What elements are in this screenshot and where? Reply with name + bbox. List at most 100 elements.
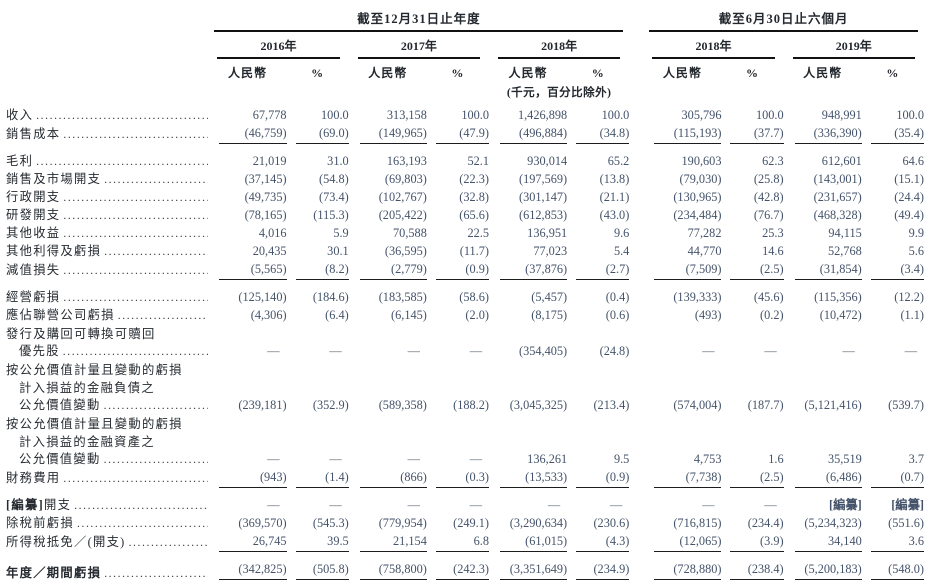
cell-amount: 4,016 <box>258 226 287 240</box>
cell-amount: 4,753 <box>693 452 722 466</box>
cell-amount: (2,779) <box>349 261 427 280</box>
cell-amount: 94,115 <box>828 226 862 240</box>
cell-amount <box>208 361 286 379</box>
dot-leader <box>104 565 208 580</box>
row-label: 銷售成本 <box>6 125 208 144</box>
table-row: 年度／期間虧損(342,825)(505.8)(758,800)(242.3)(… <box>6 552 924 580</box>
cell-amount: — <box>842 344 855 358</box>
cell-percent: (3.4) <box>862 261 924 280</box>
cell-amount: (716,815) <box>673 516 722 530</box>
cell-percent <box>567 379 629 397</box>
cell-amount <box>784 361 862 379</box>
period-interim: 截至6月30日止六個月 <box>643 8 924 32</box>
cell-percent: (0.9) <box>427 261 489 280</box>
period-interim-label: 截至6月30日止六個月 <box>649 8 918 32</box>
cell-percent: (187.7) <box>747 398 784 412</box>
row-label: 財務費用 <box>6 469 208 488</box>
cell-percent: (184.6) <box>312 290 349 304</box>
unit-rmb-header: 人民幣 <box>803 66 843 80</box>
unit-header-row: 人民幣 % 人民幣 % 人民幣 % 人民幣 % 人民幣 % <box>6 59 924 83</box>
cell-percent: (22.3) <box>459 172 489 186</box>
column-spacer <box>629 225 643 243</box>
cell-amount: (336,390) <box>784 125 862 144</box>
row-label: 按公允價值計量且變動的虧損 <box>6 361 208 379</box>
cell-percent: — <box>329 344 342 358</box>
cell-percent: (188.2) <box>453 398 489 412</box>
cell-percent <box>862 379 924 397</box>
table-row: 按公允價值計量且變動的虧損 <box>6 415 924 433</box>
cell-percent: 52.1 <box>467 154 489 168</box>
dot-leader <box>104 243 208 261</box>
currency-note-row: (千元，百分比除外) <box>6 83 924 107</box>
cell-percent: (505.8) <box>287 552 349 580</box>
row-label: 毛利 <box>6 144 208 171</box>
table-row: 應佔聯營公司虧損 (4,306) (6.4) (6,145) (2.0) (8,175) (… <box>6 307 924 325</box>
cell-amount: (8,175) <box>531 308 568 322</box>
cell-percent: (2.0) <box>465 308 489 322</box>
cell-amount <box>784 415 862 433</box>
cell-amount: (183,585) <box>378 290 427 304</box>
cell-amount <box>349 325 427 343</box>
unit-rmb-header: 人民幣 <box>662 66 702 80</box>
cell-amount: 77,282 <box>687 226 722 240</box>
cell-percent <box>721 433 783 451</box>
cell-amount: [編纂] <box>828 498 862 512</box>
column-spacer <box>629 379 643 397</box>
cell-amount: (5,457) <box>531 290 568 304</box>
cell-amount: (589,358) <box>378 398 427 412</box>
table-row: 發行及購回可轉換可贖回 <box>6 325 924 343</box>
cell-amount <box>643 361 721 379</box>
column-spacer <box>629 415 643 433</box>
column-spacer <box>629 515 643 533</box>
unit-pct-header: % <box>311 66 325 80</box>
unit-pct-header: % <box>591 66 605 80</box>
cell-amount: (5,121,416) <box>804 398 862 412</box>
column-spacer <box>629 125 643 144</box>
cell-percent: (37.7) <box>721 125 784 144</box>
column-spacer <box>629 243 643 261</box>
cell-amount: — <box>267 452 280 466</box>
cell-amount <box>489 361 567 379</box>
column-spacer <box>629 397 643 415</box>
dot-leader <box>63 207 208 225</box>
cell-percent: (551.6) <box>888 516 924 530</box>
cell-amount: (115,193) <box>643 125 722 144</box>
row-label-text: 其他收益 <box>6 226 61 240</box>
note-spacer <box>208 83 489 107</box>
period-annual: 截至12月31日止年度 <box>208 8 629 32</box>
column-spacer <box>629 488 643 515</box>
dot-leader <box>104 451 209 469</box>
row-label: 按公允價值計量且變動的虧損 <box>6 415 208 433</box>
dot-leader <box>63 470 208 488</box>
cell-percent <box>427 361 489 379</box>
cell-amount <box>349 379 427 397</box>
cell-percent: (234.9) <box>567 552 630 580</box>
cell-percent <box>287 415 349 433</box>
cell-percent: (49.4) <box>894 208 924 222</box>
cell-amount: (5,565) <box>208 261 287 280</box>
cell-percent: 9.5 <box>613 452 630 466</box>
cell-amount: (239,181) <box>238 398 287 412</box>
cell-percent <box>721 325 783 343</box>
unit-pct-header: % <box>451 66 465 80</box>
year-group-2017: 2017年 <box>349 32 489 59</box>
currency-note: (千元，百分比除外) <box>506 87 612 99</box>
table-row: 其他利得及虧損 20,435 30.1 (36,595) (11.7) 77,023 5.4… <box>6 243 924 261</box>
cell-percent: (15.1) <box>894 172 924 186</box>
cell-percent: 25.3 <box>762 226 784 240</box>
row-label-text: 應佔聯營公司虧損 <box>6 308 115 322</box>
cell-percent: 5.6 <box>908 244 924 258</box>
cell-percent: — <box>904 344 917 358</box>
unit-rmb-header: 人民幣 <box>508 66 548 80</box>
cell-percent <box>287 325 349 343</box>
cell-amount <box>208 325 286 343</box>
cell-percent: 39.5 <box>287 533 349 552</box>
cell-percent: 62.3 <box>762 154 784 168</box>
cell-amount: 1,426,898 <box>517 108 568 122</box>
row-label-text: 所得稅抵免／(開支) <box>6 535 126 549</box>
row-label: 減值損失 <box>6 261 208 280</box>
row-label: 其他收益 <box>6 225 208 243</box>
row-label: 經營虧損 <box>6 280 208 307</box>
cell-percent: 100.0 <box>755 108 784 122</box>
cell-amount: (7,509) <box>643 261 722 280</box>
